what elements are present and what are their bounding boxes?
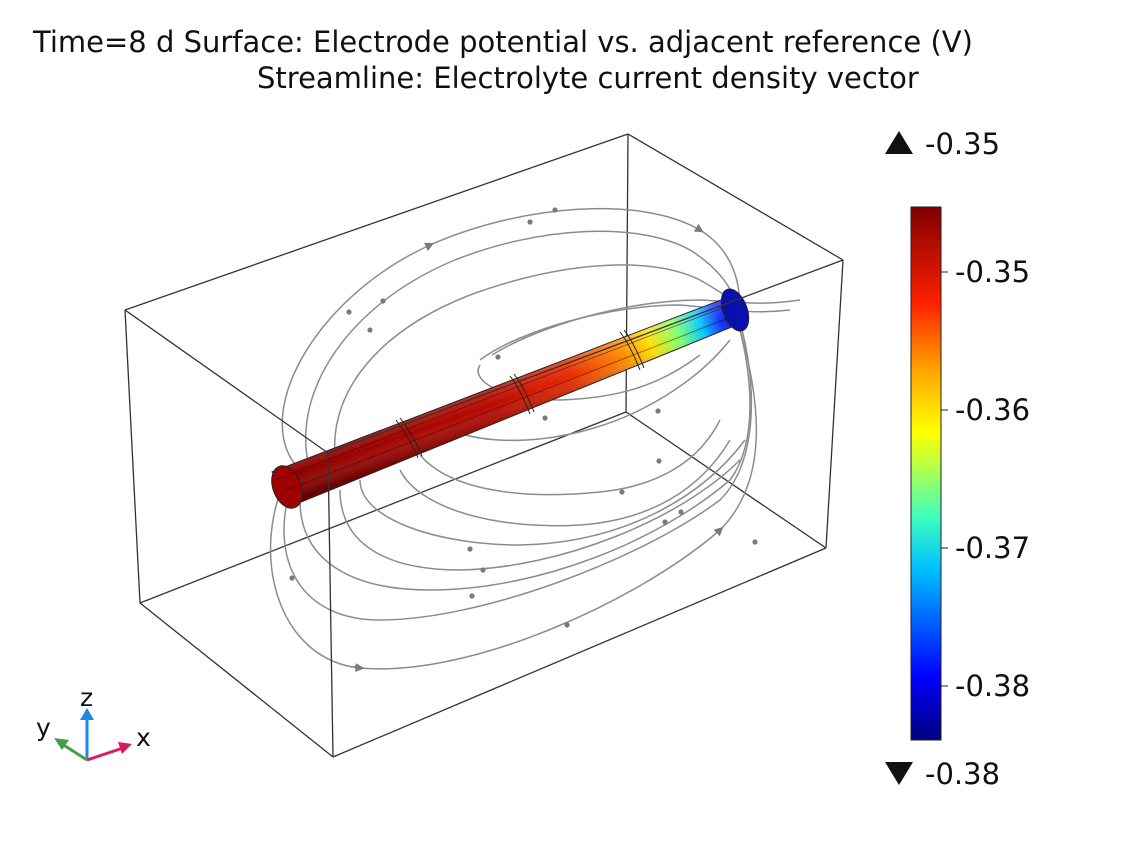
colorbar-tick-label: -0.36 (955, 393, 1031, 427)
z-axis-arrow-icon (80, 708, 94, 720)
colorbar-max-label: -0.35 (925, 127, 1001, 161)
axis-triad (54, 708, 132, 762)
colorbar-tick-label: -0.35 (955, 255, 1031, 289)
max-triangle-icon (885, 131, 913, 154)
electrode-rod[interactable] (266, 285, 754, 512)
colorbar-min-label: -0.38 (925, 757, 1001, 791)
streamlines (269, 207, 801, 673)
y-axis-arrow-icon (54, 738, 69, 750)
colorbar-tick-label: -0.38 (955, 669, 1031, 703)
plot-title-streamline: Streamline: Electrolyte current density … (257, 61, 919, 95)
domain-box-front (124, 259, 844, 758)
colorbar (885, 131, 948, 785)
z-axis-label: z (80, 683, 93, 712)
x-axis-label: x (136, 723, 151, 752)
x-axis-arrow-icon (118, 742, 132, 754)
y-axis-label: y (36, 713, 51, 742)
colorbar-tick-label: -0.37 (955, 531, 1031, 565)
min-triangle-icon (885, 762, 913, 785)
plot-title-surface: Time=8 d Surface: Electrode potential vs… (33, 25, 973, 59)
domain-box-back (124, 133, 844, 604)
streamline-arrows (283, 207, 758, 670)
